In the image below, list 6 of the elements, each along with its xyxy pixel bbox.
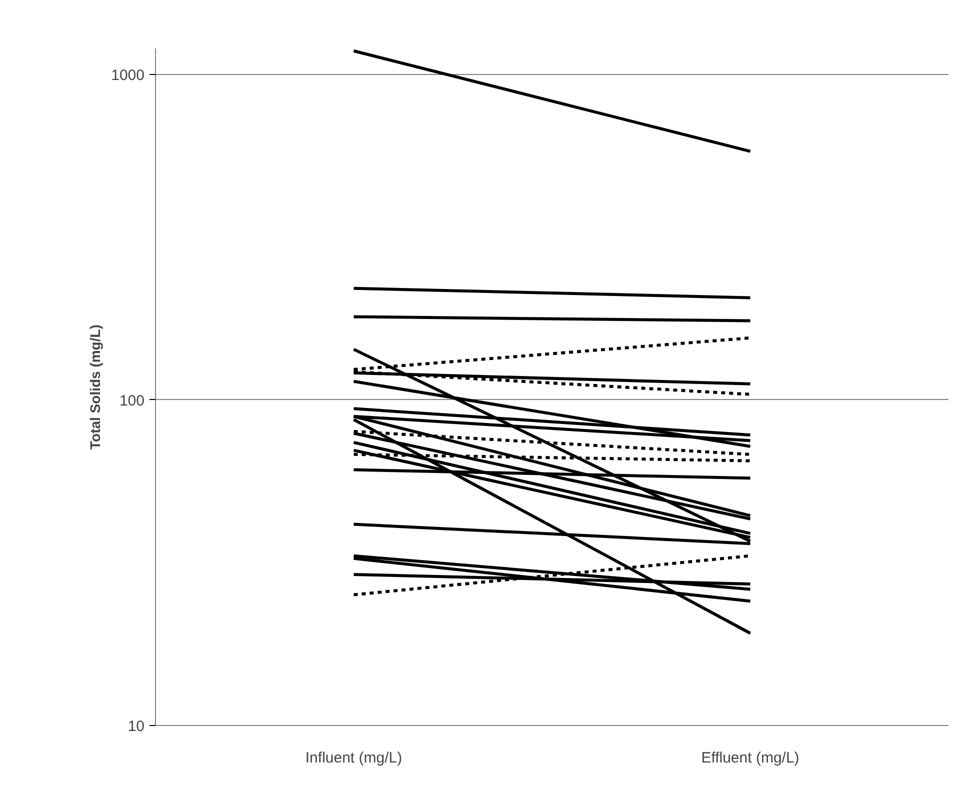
x-tick-label: Influent (mg/L)	[305, 750, 402, 766]
y-tick-label: 10	[128, 718, 145, 735]
y-axis-title: Total Solids (mg/L)	[87, 324, 104, 450]
y-tick-label: 100	[119, 392, 145, 410]
y-tick-label: 1000	[111, 66, 145, 84]
x-tick-label: Effluent (mg/L)	[701, 750, 800, 766]
